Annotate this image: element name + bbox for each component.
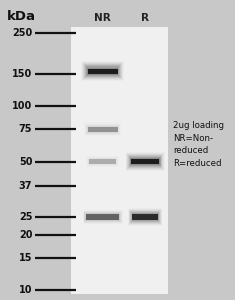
Bar xyxy=(87,68,118,75)
Bar xyxy=(86,213,120,221)
Bar xyxy=(127,154,163,169)
Bar xyxy=(129,210,161,224)
Text: 50: 50 xyxy=(19,157,32,166)
Bar xyxy=(129,209,162,225)
Text: 75: 75 xyxy=(19,124,32,134)
Bar xyxy=(131,212,159,222)
Bar xyxy=(89,159,116,164)
Bar xyxy=(81,61,124,81)
Text: NR: NR xyxy=(94,13,111,23)
Bar xyxy=(85,65,120,77)
Bar xyxy=(129,156,161,167)
Text: 15: 15 xyxy=(19,253,32,263)
Bar xyxy=(128,208,162,226)
Bar xyxy=(88,69,118,74)
Bar xyxy=(133,214,158,220)
Bar xyxy=(88,127,118,132)
Bar xyxy=(131,159,159,164)
Bar xyxy=(86,156,119,167)
Bar xyxy=(82,210,122,224)
Bar xyxy=(84,212,121,222)
Text: kDa: kDa xyxy=(7,10,36,23)
Bar xyxy=(86,214,119,220)
Text: 10: 10 xyxy=(19,285,32,295)
Text: R: R xyxy=(141,13,149,23)
Bar xyxy=(86,124,119,134)
Bar xyxy=(88,69,118,74)
Bar xyxy=(87,157,118,166)
Text: 37: 37 xyxy=(19,181,32,191)
Bar xyxy=(85,124,120,135)
Text: 2ug loading
NR=Non-
reduced
R=reduced: 2ug loading NR=Non- reduced R=reduced xyxy=(173,121,224,168)
Bar xyxy=(83,212,121,223)
Bar xyxy=(126,153,164,170)
Bar xyxy=(130,212,160,223)
Text: 20: 20 xyxy=(19,230,32,240)
Bar xyxy=(84,122,121,136)
Bar xyxy=(86,67,119,76)
Bar xyxy=(83,63,122,79)
Bar xyxy=(82,62,123,80)
Text: 250: 250 xyxy=(12,28,32,38)
Text: 100: 100 xyxy=(12,101,32,111)
Bar xyxy=(128,155,162,168)
Bar xyxy=(130,158,160,165)
Text: 150: 150 xyxy=(12,69,32,79)
Bar xyxy=(132,213,159,221)
Bar xyxy=(131,159,159,164)
Bar xyxy=(89,159,116,164)
Bar xyxy=(87,126,118,133)
Bar xyxy=(130,157,161,166)
Bar xyxy=(125,152,165,171)
Bar xyxy=(84,64,121,78)
Bar xyxy=(88,127,118,132)
Text: 25: 25 xyxy=(19,212,32,222)
Bar xyxy=(86,214,119,220)
Bar xyxy=(133,214,158,220)
Bar xyxy=(88,158,117,165)
Bar xyxy=(71,27,168,294)
